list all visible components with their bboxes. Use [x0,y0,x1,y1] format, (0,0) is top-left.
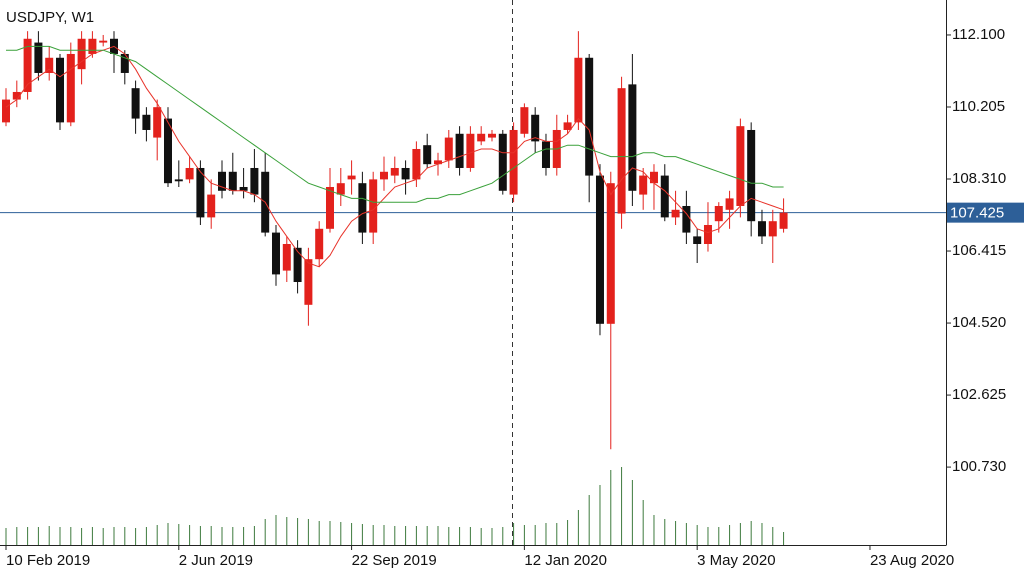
candle-body [23,38,32,92]
candle-body [606,183,615,324]
candle-body [768,221,777,237]
candle-body [358,183,367,233]
candle-body [498,133,507,191]
price-label-box [947,202,1024,223]
candle-body [531,114,540,142]
candle-body [628,84,637,191]
candle-body [336,183,345,195]
candle-body [2,99,11,123]
candle-body [390,167,399,176]
moving-average [6,45,784,203]
candle-body [12,91,21,100]
candle-body [693,236,702,244]
candle-body [293,247,302,283]
x-tick-label: 3 May 2020 [697,552,775,569]
x-tick-label: 23 Aug 2020 [870,552,954,569]
candle-body [487,133,496,138]
candle-body [379,171,388,180]
candle-body [509,129,518,195]
candle-body [736,126,745,206]
x-tick-label: 12 Jan 2020 [524,552,607,569]
candle-body [671,209,680,218]
x-tick-label: 2 Jun 2019 [179,552,253,569]
y-tick-label: 102.625 [952,386,1006,403]
candle-body [369,179,378,233]
candle-body [455,133,464,168]
candle-body [120,53,129,73]
candle-body [477,133,486,142]
candle-body [347,175,356,180]
candle-body [131,88,140,119]
candle-body [34,42,43,73]
candle-body [88,38,97,54]
candle-body [325,186,334,229]
candle-body [639,175,648,195]
candle-body [423,145,432,165]
candle-body [444,137,453,161]
candle-body [779,212,788,229]
candle-body [747,129,756,222]
candle-body [185,167,194,180]
candle-body [574,57,583,123]
candle-body [563,122,572,130]
candle-body [660,175,669,218]
candle-body [271,232,280,275]
candle-body [45,57,54,73]
candle-body [99,40,108,43]
candle-body [239,186,248,191]
y-tick-label: 110.205 [952,98,1005,115]
candle-body [617,88,626,214]
candle-body [520,107,529,134]
y-tick-label: 112.100 [952,26,1005,43]
chart-title: USDJPY, W1 [6,9,94,26]
candle-body [725,198,734,210]
candle-body [217,171,226,191]
candle-body [153,107,162,138]
candle-body [703,224,712,244]
candle-body [228,171,237,191]
candle-body [649,171,658,184]
y-tick-label: 108.310 [952,170,1006,187]
candle-body [282,243,291,271]
candle-body [77,38,86,70]
candle-body [174,179,183,182]
candle-body [66,53,75,123]
candle-body [250,167,259,195]
candle-body [412,148,421,180]
candle-body [304,259,313,305]
candle-body [163,118,172,184]
price-label: 107.425 [950,205,1004,222]
candle-body [714,205,723,222]
candle-body [315,228,324,260]
candle-body [196,167,205,218]
candle-body [207,194,216,218]
y-tick-label: 100.730 [952,458,1006,475]
candle-body [56,57,65,123]
candle-body [401,167,410,180]
plot-layer [0,31,946,545]
x-tick-label: 22 Sep 2019 [352,552,437,569]
candle-body [757,221,766,237]
candle-body [595,175,604,324]
candle-body [466,133,475,168]
candle-body [541,141,550,168]
y-tick-label: 104.520 [952,314,1006,331]
y-tick-label: 106.415 [952,242,1006,259]
candle-body [142,114,151,130]
moving-average [5,45,784,268]
x-tick-label: 10 Feb 2019 [6,552,90,569]
candle-body [585,57,594,176]
candle-body [682,205,691,233]
candle-body [433,160,442,165]
